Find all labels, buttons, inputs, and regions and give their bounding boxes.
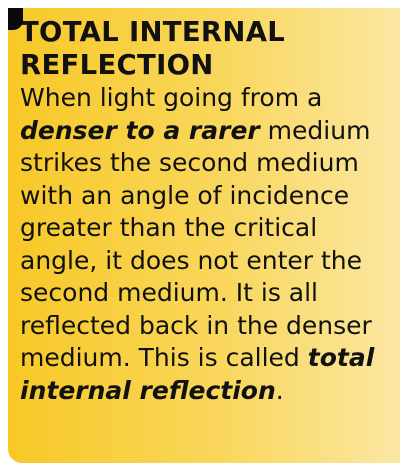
corner-decoration (8, 8, 23, 30)
emphasis-total-internal-reflection: total internal reflection (20, 343, 375, 405)
text-middle: medium strikes the second medium with an… (20, 115, 372, 373)
definition-text: When light going from a denser to a rare… (20, 82, 390, 407)
text-end: . (275, 375, 284, 405)
box-title: TOTAL INTERNAL REFLECTION (20, 16, 390, 82)
text-before: When light going from a (20, 83, 323, 112)
title-line-1: TOTAL INTERNAL (20, 16, 286, 48)
title-line-2: REFLECTION (20, 49, 214, 81)
definition-box: TOTAL INTERNAL REFLECTION When light goi… (8, 8, 400, 463)
emphasis-denser-to-rarer: denser to a rarer (20, 115, 260, 145)
